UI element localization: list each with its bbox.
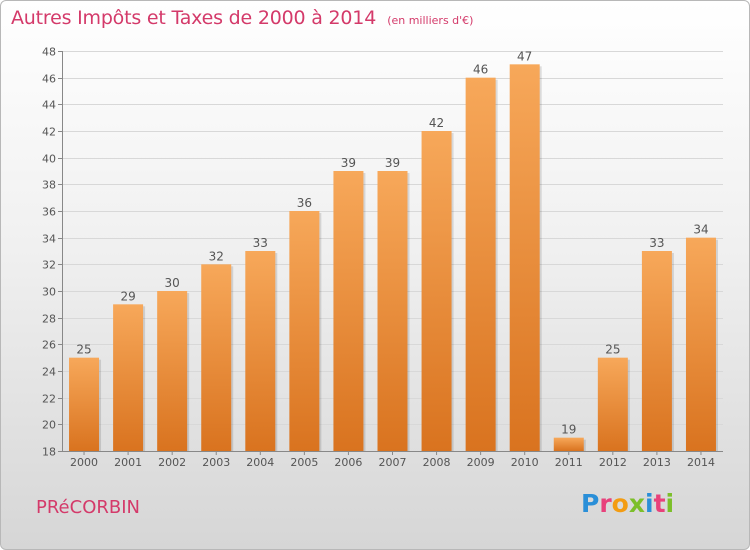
logo-letter: i bbox=[645, 489, 654, 518]
x-tick-label: 2001 bbox=[114, 456, 142, 469]
y-tick-label: 44 bbox=[42, 99, 56, 112]
x-tick-label: 2014 bbox=[687, 456, 715, 469]
x-tick-label: 2006 bbox=[334, 456, 362, 469]
logo-letter: x bbox=[628, 489, 645, 518]
y-tick-label: 18 bbox=[42, 446, 56, 459]
y-tick-label: 20 bbox=[42, 419, 56, 432]
data-label: 29 bbox=[120, 289, 135, 303]
data-label: 42 bbox=[429, 116, 444, 130]
bar bbox=[377, 171, 408, 451]
bar bbox=[201, 264, 232, 451]
data-label: 46 bbox=[473, 63, 488, 77]
x-tick-label: 2005 bbox=[290, 456, 318, 469]
place-name: PRéCORBIN bbox=[36, 497, 140, 518]
logo-letter: i bbox=[665, 489, 675, 518]
x-tick-label: 2007 bbox=[379, 456, 407, 469]
y-tick-label: 40 bbox=[42, 153, 56, 166]
logo-letter: P bbox=[581, 489, 600, 518]
bar bbox=[289, 211, 320, 451]
chart-title: Autres Impôts et Taxes de 2000 à 2014 bbox=[11, 7, 377, 29]
bar bbox=[685, 237, 716, 451]
x-tick-label: 2002 bbox=[158, 456, 186, 469]
bars: 25 29 30 32 33 36 39 39 42 46 47 19 25 33 34 bbox=[69, 49, 718, 452]
bar bbox=[509, 64, 540, 452]
data-label: 30 bbox=[165, 276, 180, 290]
x-tick-label: 2000 bbox=[70, 456, 98, 469]
y-tick-label: 42 bbox=[42, 126, 56, 139]
bar bbox=[641, 251, 672, 451]
y-tick-label: 34 bbox=[42, 233, 56, 246]
bar bbox=[597, 357, 628, 451]
bar bbox=[465, 77, 496, 452]
y-tick-label: 32 bbox=[42, 259, 56, 272]
x-tick-label: 2004 bbox=[246, 456, 274, 469]
y-tick-label: 30 bbox=[42, 286, 56, 299]
x-tick-label: 2012 bbox=[599, 456, 627, 469]
x-tick-label: 2011 bbox=[555, 456, 583, 469]
data-label: 19 bbox=[561, 423, 576, 437]
y-tick-label: 48 bbox=[42, 46, 56, 59]
bar bbox=[113, 304, 144, 451]
axes: 18 20 22 24 26 28 30 32 34 36 38 40 42 44 46 48 2000 2001… bbox=[42, 46, 723, 469]
y-tick-label: 28 bbox=[42, 313, 56, 326]
x-tick-label: 2008 bbox=[423, 456, 451, 469]
y-tick-label: 22 bbox=[42, 393, 56, 406]
bar bbox=[157, 291, 188, 451]
data-label: 25 bbox=[76, 343, 91, 357]
data-label: 39 bbox=[385, 156, 400, 170]
logo-letter: t bbox=[653, 489, 666, 518]
data-label: 36 bbox=[297, 196, 312, 210]
bar bbox=[69, 357, 100, 451]
bar bbox=[333, 171, 364, 451]
logo-letter: o bbox=[611, 489, 629, 518]
bar bbox=[553, 437, 584, 451]
data-label: 33 bbox=[649, 236, 664, 250]
chart-title-group: Autres Impôts et Taxes de 2000 à 2014 (e… bbox=[11, 7, 473, 29]
x-tick-label: 2009 bbox=[467, 456, 495, 469]
data-label: 47 bbox=[517, 49, 532, 63]
data-label: 32 bbox=[209, 249, 224, 263]
x-tick-label: 2003 bbox=[202, 456, 230, 469]
bar bbox=[421, 131, 452, 451]
x-tick-label: 2010 bbox=[511, 456, 539, 469]
data-label: 25 bbox=[605, 343, 620, 357]
y-tick-label: 36 bbox=[42, 206, 56, 219]
data-label: 34 bbox=[693, 223, 708, 237]
bar bbox=[245, 251, 276, 451]
x-tick-label: 2013 bbox=[643, 456, 671, 469]
proxiti-logo: Proxiti bbox=[581, 489, 674, 518]
data-label: 33 bbox=[253, 236, 268, 250]
y-tick-label: 24 bbox=[42, 366, 56, 379]
data-label: 39 bbox=[341, 156, 356, 170]
logo-letter: r bbox=[599, 489, 612, 518]
y-tick-label: 26 bbox=[42, 339, 56, 352]
y-tick-label: 38 bbox=[42, 179, 56, 192]
y-tick-label: 46 bbox=[42, 73, 56, 86]
chart-subtitle: (en milliers d'€) bbox=[387, 14, 474, 27]
